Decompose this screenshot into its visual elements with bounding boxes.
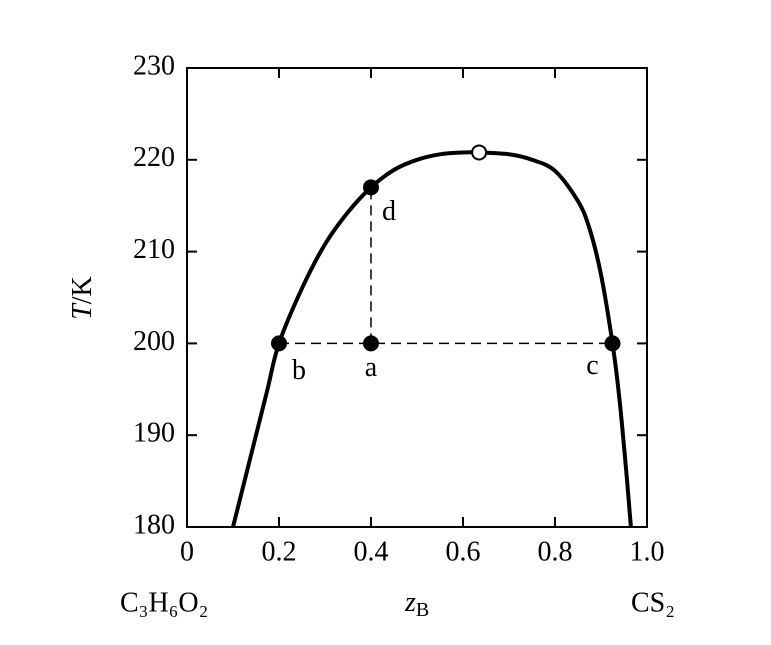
point [604, 335, 621, 352]
y-label-unit: /K [67, 276, 98, 304]
x-tick-label: 0.6 [446, 536, 481, 567]
y-tick-label: 210 [133, 234, 175, 265]
y-label-symbol: T [67, 302, 98, 320]
point-label: a [365, 352, 378, 383]
point [363, 335, 379, 352]
x-tick-label: 1.0 [630, 536, 665, 567]
y-tick-label: 220 [133, 142, 175, 173]
y-tick-label: 180 [133, 509, 175, 540]
y-axis-label: T/K [67, 276, 98, 320]
x-tick-label: 0.8 [538, 536, 573, 567]
x-tick-label: 0.2 [262, 536, 297, 567]
y-tick-label: 190 [133, 418, 175, 449]
point [271, 335, 287, 352]
point-label: d [382, 196, 396, 227]
left-component: C₃H₆O₂ [120, 587, 208, 618]
x-axis-label: zB [404, 587, 429, 620]
x-tick-label: 0.4 [354, 536, 389, 567]
right-component: CS₂ [631, 587, 675, 618]
plot-frame [186, 67, 648, 528]
point [471, 144, 488, 161]
y-tick-label: 200 [133, 326, 175, 357]
point [363, 179, 379, 196]
point-label: b [292, 355, 306, 386]
coexistence-curve [231, 150, 633, 528]
x-label-symbol: z [404, 587, 416, 618]
x-label-subscript: B [416, 599, 429, 621]
x-tick-label: 0 [180, 536, 194, 567]
point-label: c [586, 350, 598, 381]
y-tick-label: 230 [133, 50, 175, 81]
